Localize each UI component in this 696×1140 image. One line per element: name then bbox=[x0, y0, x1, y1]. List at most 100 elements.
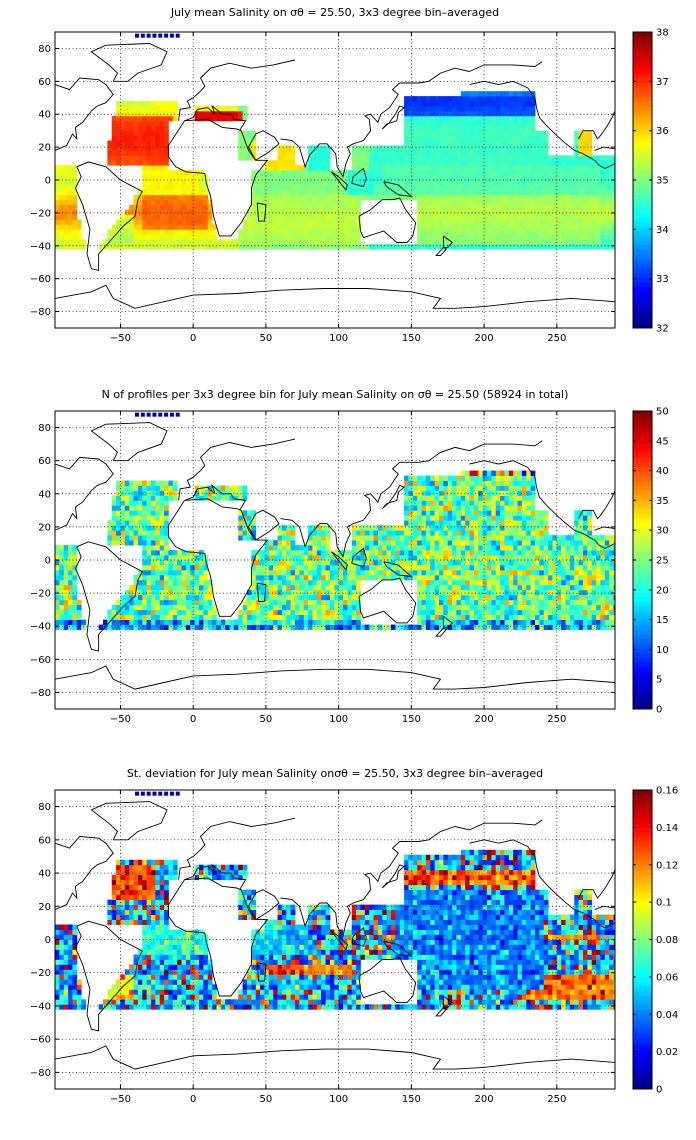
data-cell bbox=[535, 160, 540, 166]
data-cell bbox=[273, 219, 278, 225]
data-cell bbox=[565, 165, 571, 171]
data-cell bbox=[321, 540, 326, 546]
data-cell bbox=[268, 624, 274, 630]
data-cell bbox=[460, 224, 466, 230]
data-cell bbox=[504, 91, 510, 97]
data-cell bbox=[155, 150, 161, 156]
data-cell bbox=[260, 594, 265, 601]
data-cell bbox=[247, 150, 252, 156]
data-cell bbox=[482, 470, 488, 476]
data-cell bbox=[521, 594, 527, 601]
data-cell bbox=[312, 184, 318, 191]
data-cell bbox=[177, 184, 182, 191]
data-cell bbox=[417, 184, 422, 191]
data-cell bbox=[72, 569, 78, 576]
data-cell bbox=[508, 564, 514, 571]
data-cell bbox=[578, 140, 584, 146]
data-cell bbox=[473, 184, 479, 191]
data-cell bbox=[190, 614, 196, 620]
data-cell bbox=[508, 229, 514, 235]
data-cell bbox=[530, 91, 536, 97]
data-cell bbox=[399, 550, 405, 556]
data-cell bbox=[487, 115, 492, 122]
data-cell bbox=[596, 224, 601, 230]
data-cell bbox=[609, 160, 614, 166]
data-cell bbox=[569, 175, 575, 181]
data-cell bbox=[129, 224, 134, 230]
data-cell bbox=[535, 525, 540, 531]
data-cell bbox=[334, 234, 340, 240]
data-cell bbox=[59, 579, 65, 586]
data-cell bbox=[539, 624, 545, 630]
data-cell bbox=[609, 175, 614, 181]
data-cell bbox=[439, 110, 444, 117]
data-cell bbox=[351, 594, 357, 601]
data-cell bbox=[556, 219, 562, 225]
data-cell bbox=[478, 540, 484, 546]
data-cell bbox=[421, 500, 427, 506]
data-cell bbox=[273, 599, 278, 606]
data-cell bbox=[159, 584, 165, 591]
data-cell bbox=[443, 145, 449, 151]
data-cell bbox=[587, 130, 593, 136]
data-cell bbox=[513, 145, 518, 151]
data-cell bbox=[155, 234, 161, 240]
data-cell bbox=[308, 594, 313, 601]
data-cell bbox=[360, 535, 366, 541]
data-cell bbox=[439, 106, 444, 112]
data-cell bbox=[364, 560, 370, 566]
data-cell bbox=[569, 194, 575, 201]
data-cell bbox=[329, 555, 335, 561]
data-cell bbox=[120, 155, 126, 161]
data-cell bbox=[155, 525, 161, 531]
data-cell bbox=[491, 244, 497, 250]
data-cell bbox=[98, 244, 104, 250]
data-cell bbox=[190, 214, 196, 220]
data-cell bbox=[255, 614, 261, 620]
data-cell bbox=[268, 609, 274, 616]
data-cell bbox=[124, 480, 130, 486]
data-cell bbox=[447, 490, 453, 496]
data-cell bbox=[72, 229, 78, 235]
data-cell bbox=[430, 614, 436, 620]
data-cell bbox=[133, 130, 139, 136]
data-cell bbox=[172, 574, 178, 581]
data-cell bbox=[281, 550, 287, 556]
data-cell bbox=[465, 495, 470, 501]
data-cell bbox=[164, 579, 169, 586]
data-cell bbox=[351, 219, 357, 225]
data-cell bbox=[452, 619, 457, 625]
data-cell bbox=[325, 234, 331, 240]
data-cell bbox=[229, 485, 235, 491]
data-cell bbox=[351, 239, 357, 245]
data-cell bbox=[561, 234, 566, 240]
data-cell bbox=[321, 204, 326, 210]
data-cell bbox=[556, 224, 562, 230]
data-cell bbox=[338, 180, 344, 186]
data-cell bbox=[395, 180, 401, 186]
data-cell bbox=[460, 555, 466, 561]
data-cell bbox=[425, 96, 431, 102]
data-cell bbox=[268, 229, 274, 235]
data-cell bbox=[299, 614, 305, 620]
data-cell bbox=[303, 244, 309, 250]
data-cell bbox=[439, 475, 444, 481]
data-cell bbox=[290, 209, 296, 215]
data-cell bbox=[238, 609, 244, 616]
data-cell bbox=[356, 175, 361, 181]
data-cell bbox=[412, 545, 418, 551]
data-cell bbox=[569, 224, 575, 230]
data-cell bbox=[142, 155, 148, 161]
data-cell bbox=[421, 209, 427, 215]
data-cell bbox=[521, 564, 527, 571]
data-cell bbox=[72, 209, 78, 215]
data-cell bbox=[203, 490, 209, 496]
data-cell bbox=[465, 574, 470, 581]
data-cell bbox=[329, 594, 335, 601]
data-cell bbox=[238, 106, 244, 112]
data-cell bbox=[430, 599, 436, 606]
data-cell bbox=[613, 209, 615, 215]
data-cell bbox=[600, 175, 606, 181]
data-cell bbox=[535, 219, 540, 225]
